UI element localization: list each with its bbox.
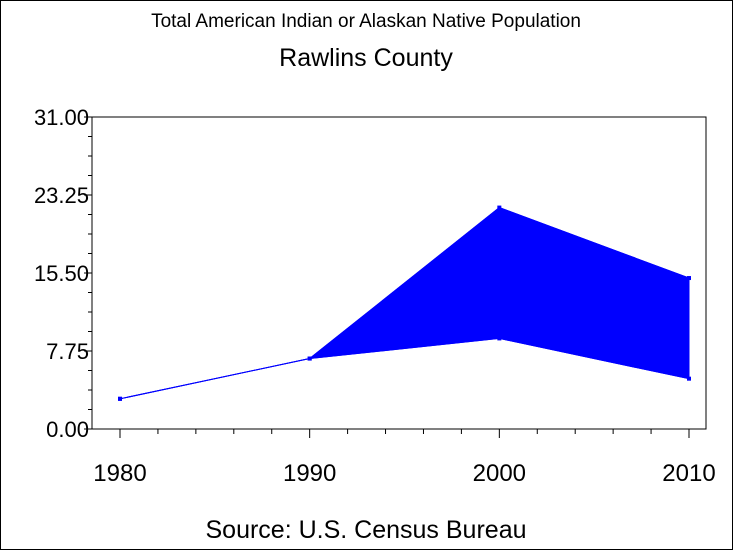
series-line-2 — [119, 337, 690, 400]
data-point — [687, 376, 691, 381]
y-tick-label: 0.00 — [46, 417, 89, 442]
data-point — [118, 396, 122, 401]
y-tick-label: 15.50 — [34, 261, 89, 286]
y-tick-label: 23.25 — [34, 183, 89, 208]
chart-subtitle: Rawlins County — [279, 44, 453, 72]
point-layer — [118, 205, 691, 401]
line-layer — [119, 207, 690, 400]
data-point — [307, 356, 312, 361]
x-tick-label: 1990 — [283, 460, 336, 487]
x-axis: 1980 1990 2000 2010 — [93, 429, 716, 487]
x-tick-label: 2010 — [662, 460, 715, 487]
data-point — [497, 205, 502, 210]
x-tick-label: 2000 — [473, 460, 526, 487]
y-axis: 0.00 7.75 15.50 23.25 31.00 — [34, 105, 92, 442]
data-point — [497, 336, 502, 341]
x-tick-label: 1980 — [93, 460, 146, 487]
y-tick-label: 7.75 — [46, 339, 89, 364]
data-point — [687, 276, 691, 281]
y-tick-label: 31.00 — [34, 105, 89, 130]
chart-title: Total American Indian or Alaskan Native … — [151, 11, 581, 32]
source-footnote: Source: U.S. Census Bureau — [206, 516, 527, 544]
